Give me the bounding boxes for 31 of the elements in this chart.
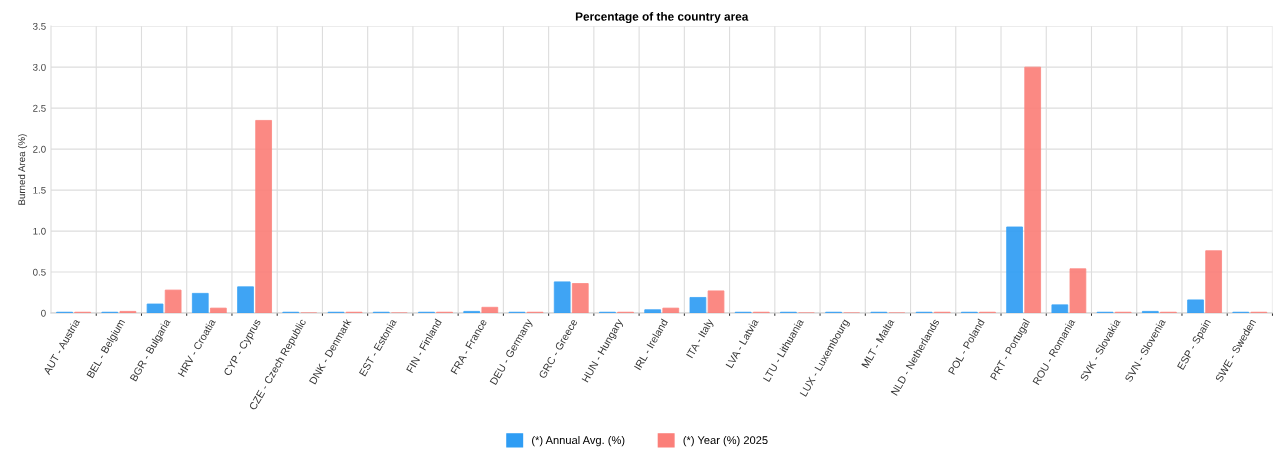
bar [644, 309, 662, 314]
bar [255, 120, 272, 314]
y-tick-label: 0.5 [33, 268, 46, 276]
legend-label: (*) Annual Avg. (%) [532, 435, 625, 447]
bar [146, 303, 164, 314]
bar [1006, 226, 1023, 314]
bar [707, 290, 725, 314]
y-tick-label: 2.0 [33, 145, 46, 153]
y-tick-label: 3.5 [33, 22, 46, 30]
bar [1024, 66, 1042, 314]
y-tick-label: 0 [41, 309, 46, 317]
bar [237, 286, 254, 314]
bar [481, 306, 499, 314]
legend-label: (*) Year (%) 2025 [683, 435, 768, 447]
y-tick-label: 2.5 [33, 104, 46, 112]
bar [164, 289, 182, 314]
bar [1205, 250, 1222, 314]
bar [191, 292, 209, 314]
bar [1069, 268, 1087, 314]
chart-title: Percentage of the country area [575, 12, 749, 24]
bar [1187, 299, 1204, 314]
bar [553, 281, 571, 314]
y-tick-label: 3.0 [33, 63, 46, 71]
bar [571, 283, 589, 314]
y-tick-label: 1.5 [33, 186, 46, 194]
bar [210, 307, 227, 314]
bar [689, 297, 707, 314]
bar [1051, 304, 1069, 314]
y-tick-label: 1.0 [33, 227, 46, 235]
bar [662, 307, 680, 314]
y-axis-title: Burned Area (%) [18, 134, 28, 205]
